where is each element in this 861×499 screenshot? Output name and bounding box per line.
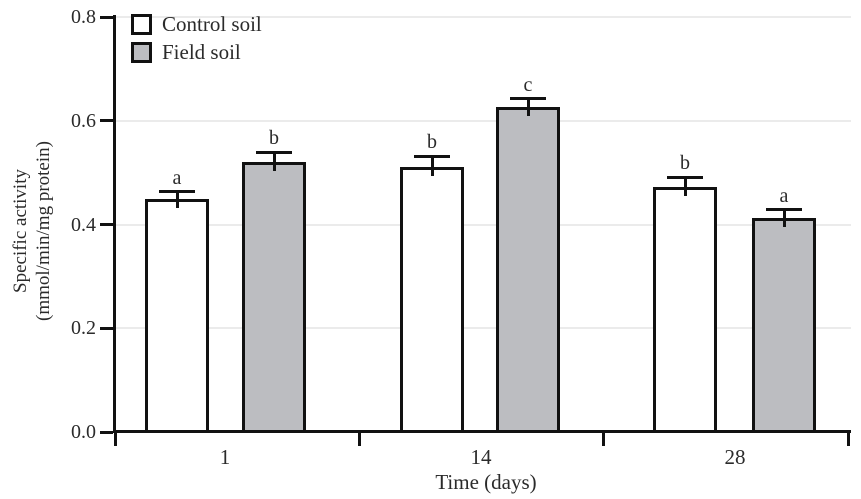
x-axis-title: Time (days) bbox=[435, 470, 537, 494]
significance-letter-control-soil-day-28: b bbox=[680, 152, 690, 175]
bar-field-soil-day-14 bbox=[496, 106, 560, 433]
significance-letter-field-soil-day-14: c bbox=[523, 73, 533, 96]
x-axis-line bbox=[113, 430, 851, 433]
bar-control-soil-day-1 bbox=[145, 198, 209, 433]
error-bar-cap-control-soil-day-14 bbox=[414, 154, 450, 158]
x-tick-label-28: 28 bbox=[724, 445, 746, 469]
error-bar-cap-field-soil-day-1 bbox=[256, 150, 292, 154]
y-axis-tick-0.2 bbox=[100, 326, 113, 330]
legend: Control soil Field soil bbox=[131, 14, 262, 70]
bar-control-soil-day-14 bbox=[400, 167, 464, 433]
bar-field-soil-day-1 bbox=[242, 162, 306, 433]
error-bar-cap-control-soil-day-1 bbox=[159, 190, 195, 194]
gridline-0.2 bbox=[116, 327, 851, 330]
y-tick-label-0.6: 0.6 bbox=[71, 109, 96, 132]
y-axis-tick-0.4 bbox=[100, 223, 113, 226]
legend-label-field-soil: Field soil bbox=[162, 40, 241, 64]
y-tick-label-0.2: 0.2 bbox=[71, 317, 96, 340]
legend-label-control-soil: Control soil bbox=[162, 12, 262, 36]
x-tick-label-14: 14 bbox=[470, 445, 492, 469]
error-bar-cap-field-soil-day-28 bbox=[766, 208, 802, 212]
error-bar-cap-control-soil-day-28 bbox=[667, 175, 703, 179]
error-bar-line-field-soil-day-1 bbox=[272, 152, 276, 172]
x-tick-label-1: 1 bbox=[219, 445, 231, 469]
y-axis-tick-0.0 bbox=[100, 430, 113, 434]
bar-field-soil-day-28 bbox=[752, 218, 816, 433]
y-axis-tick-0.8 bbox=[100, 15, 113, 19]
gridline-0.8 bbox=[116, 16, 851, 18]
error-bar-line-control-soil-day-28 bbox=[683, 177, 687, 196]
error-bar-line-field-soil-day-28 bbox=[782, 209, 786, 228]
significance-letter-field-soil-day-28: a bbox=[779, 184, 789, 207]
error-bar-cap-field-soil-day-14 bbox=[510, 97, 546, 101]
gridline-0.6 bbox=[116, 119, 851, 122]
y-tick-label-0.4: 0.4 bbox=[71, 213, 96, 236]
y-axis-title-line1: Specific activity bbox=[10, 169, 31, 293]
field-soil-swatch-icon bbox=[131, 42, 152, 63]
significance-letter-field-soil-day-1: b bbox=[269, 127, 279, 150]
error-bar-line-control-soil-day-14 bbox=[430, 156, 434, 177]
x-axis-tick-3 bbox=[846, 433, 850, 446]
y-axis-line bbox=[113, 15, 116, 433]
y-axis-title: Specific activity (mmol/min/mg protein) bbox=[9, 141, 55, 321]
x-axis-tick-0 bbox=[113, 433, 117, 446]
legend-item-control-soil: Control soil bbox=[131, 14, 262, 35]
gridline-0.4 bbox=[116, 223, 851, 226]
bar-control-soil-day-28 bbox=[653, 186, 717, 433]
y-tick-label-0.8: 0.8 bbox=[71, 6, 96, 28]
control-soil-swatch-icon bbox=[131, 14, 152, 35]
significance-letter-control-soil-day-14: b bbox=[427, 131, 437, 154]
error-bar-line-control-soil-day-1 bbox=[175, 191, 179, 208]
significance-letter-control-soil-day-1: a bbox=[172, 166, 182, 189]
x-axis-tick-2 bbox=[601, 433, 605, 446]
y-axis-tick-0.6 bbox=[100, 119, 113, 123]
legend-item-field-soil: Field soil bbox=[131, 42, 262, 63]
x-axis-tick-1 bbox=[357, 433, 361, 446]
error-bar-line-field-soil-day-14 bbox=[526, 98, 530, 116]
y-axis-title-line2: (mmol/min/mg protein) bbox=[33, 141, 54, 321]
y-tick-label-0.0: 0.0 bbox=[71, 421, 96, 443]
